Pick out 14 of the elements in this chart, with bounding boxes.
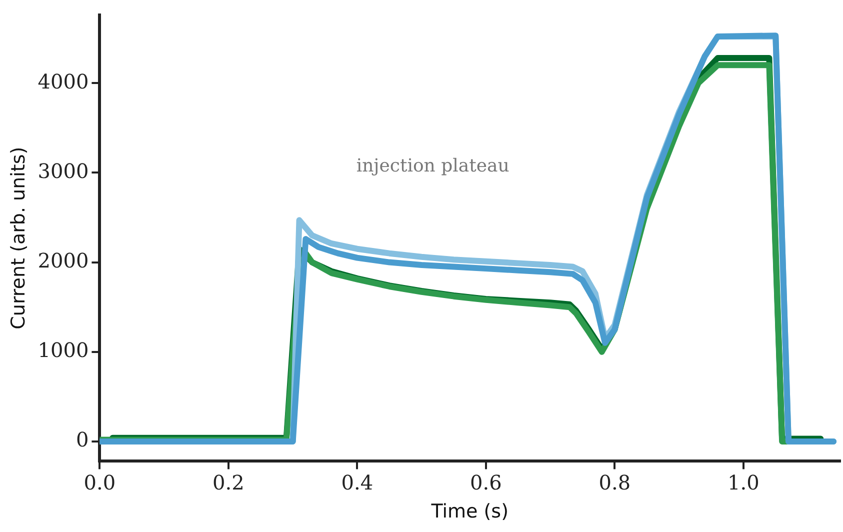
y-tick-label: 3000 bbox=[38, 158, 89, 183]
x-tick-label: 0.0 bbox=[84, 470, 116, 494]
y-tick-label: 0 bbox=[76, 428, 89, 452]
y-tick-label: 1000 bbox=[38, 338, 89, 362]
x-axis-title: Time (s) bbox=[430, 500, 508, 523]
annotation: injection plateau bbox=[356, 155, 510, 176]
y-axis-title: Current (arb. units) bbox=[7, 146, 30, 330]
x-tick-label: 1.0 bbox=[728, 470, 760, 494]
x-tick-label: 0.2 bbox=[212, 470, 244, 494]
x-tick-label: 0.8 bbox=[598, 470, 631, 494]
y-tick-label: 4000 bbox=[38, 69, 89, 94]
x-tick-label: 0.4 bbox=[341, 470, 374, 494]
y-tick-label: 2000 bbox=[38, 248, 89, 272]
x-tick-label: 0.6 bbox=[470, 470, 502, 494]
